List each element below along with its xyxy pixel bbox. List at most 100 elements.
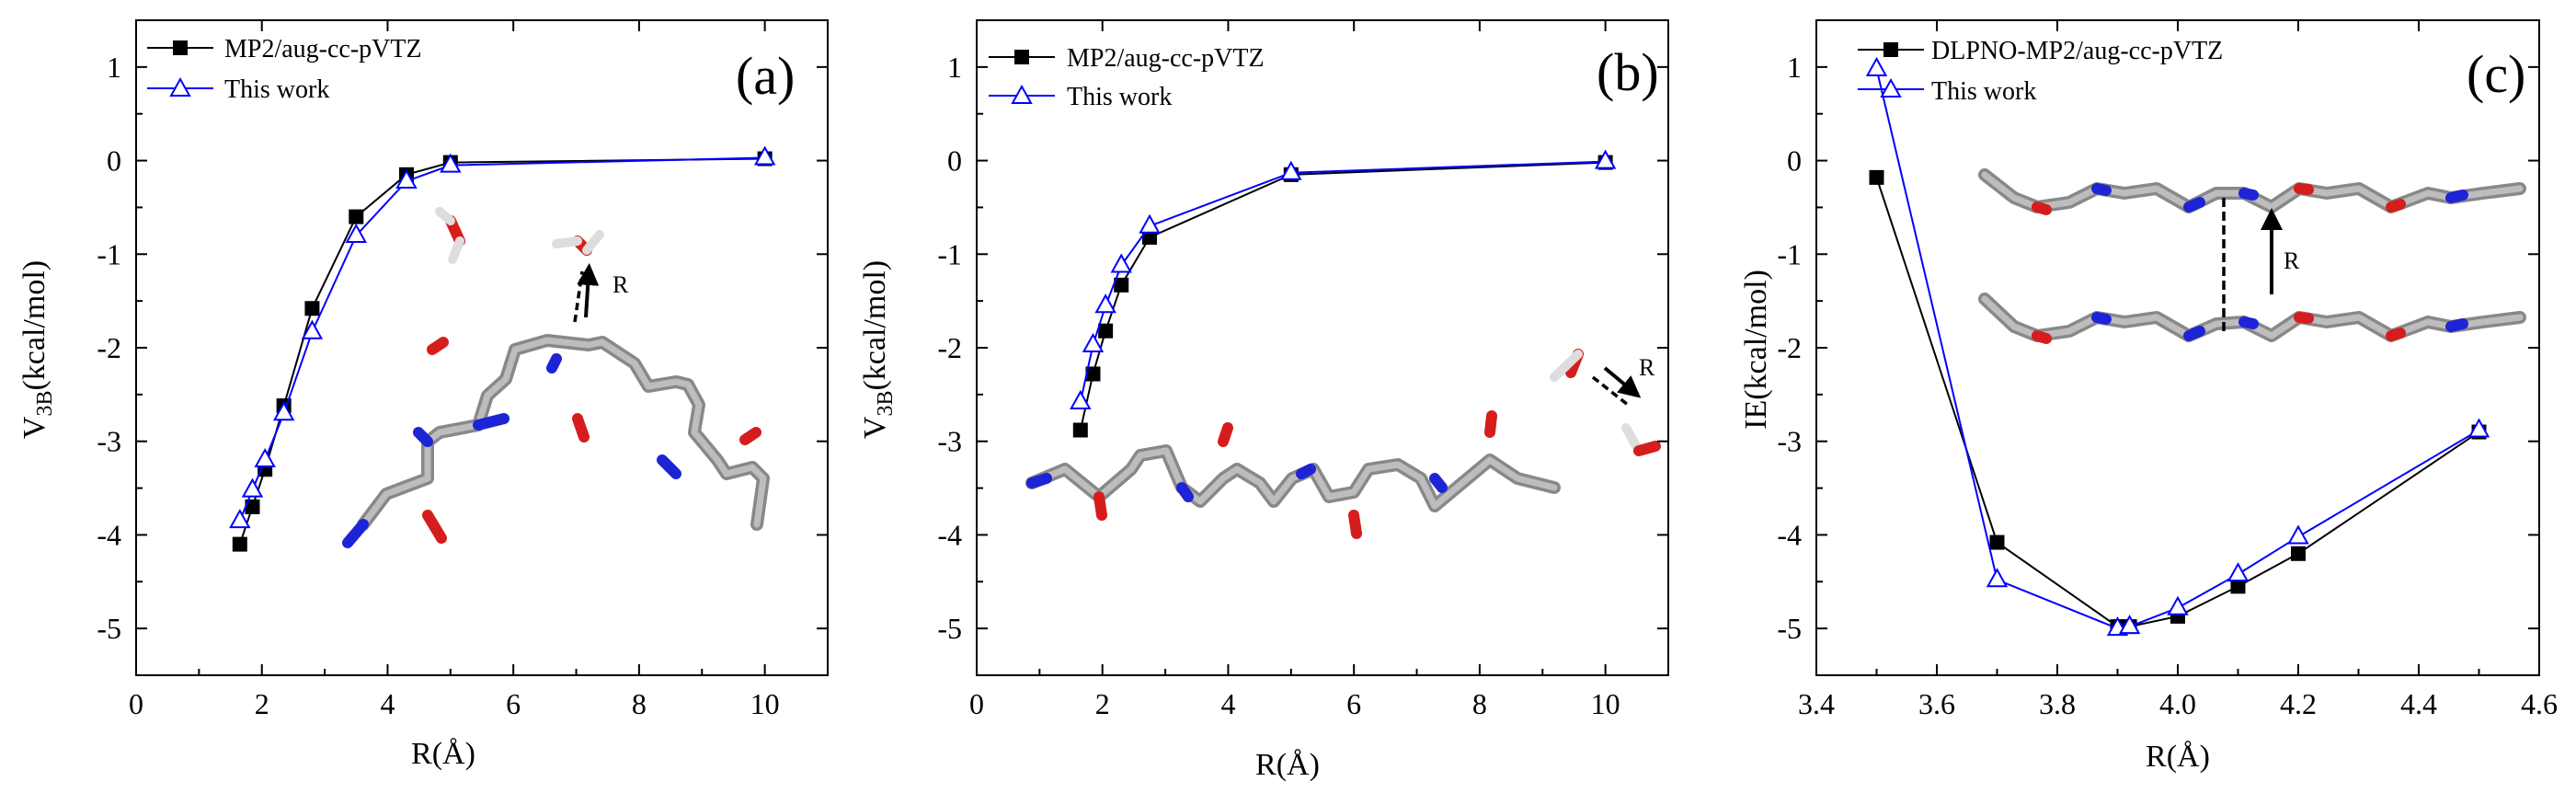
panel-b-xlabel: R(Å)	[1255, 748, 1320, 782]
panel-b-xtick-label: 6	[1346, 687, 1361, 720]
panel-a-xtick-label: 0	[129, 687, 143, 720]
panel-a-series-2-point	[301, 319, 324, 339]
panel-c-legend-series-1: DLPNO-MP2/aug-cc-pVTZ	[1931, 37, 2223, 65]
panel-b-series-2-point	[1110, 253, 1132, 273]
panel-a-series-2-point	[345, 223, 367, 243]
panel-c: R 3.4 3.6 3.8 4.0 4.2 4.4 4.6-5-4-3-2-101 (c) …	[1739, 19, 2558, 774]
panel-b-label: (b)	[1597, 42, 1659, 102]
panel-c-series-2-point	[2467, 418, 2490, 438]
panel-b-ytick-label: -3	[937, 425, 962, 458]
panel-c-ytick-label: 1	[1787, 51, 1802, 84]
panel-c-ylabel-main: IE	[1739, 400, 1773, 430]
panel-c-legend-marker-square	[1883, 42, 1898, 57]
panel-a-molecule	[342, 207, 770, 548]
panel-b-series-1-point	[1098, 323, 1114, 339]
panel-c-ytick-label: -5	[1777, 612, 1802, 645]
panel-c-series-2-point	[2287, 524, 2309, 545]
panel-c-xtick-label: 4.6	[2521, 687, 2558, 720]
panel-c-label: (c)	[2467, 44, 2525, 104]
panel-b: R 0 2 4 6 8 10 -5 -4 -3 -2 -1 0 1 (b) MP2/aug-cc-pVT…	[858, 19, 1669, 782]
panel-c-series-2-point	[2167, 595, 2189, 615]
panel-b-ytick-label: -4	[937, 518, 962, 551]
panel-c-series-2-line	[1875, 68, 2480, 630]
panel-a-ytick-label: -2	[97, 331, 121, 364]
panel-b-annotation-R: R	[1639, 354, 1655, 381]
panel-c-xtick-label: 4.4	[2400, 687, 2437, 720]
panel-c-series-2-point	[2118, 615, 2141, 635]
panel-b-molecule	[1025, 349, 1661, 539]
panel-a-ytick-label: -4	[97, 518, 121, 551]
panel-b-series-2-line	[1079, 160, 1606, 403]
panel-a-series-2-point	[229, 509, 251, 529]
panel-a-series-2-point	[272, 401, 295, 421]
panel-a-series-2-point	[395, 168, 418, 189]
panel-c-ytick-label: -4	[1777, 518, 1802, 551]
panel-b-ylabel-main: V	[858, 416, 892, 439]
panel-c-series-1-point	[2230, 579, 2246, 594]
panel-b-xtick-label: 0	[969, 687, 984, 720]
panel-a-ylabel-main: V	[17, 416, 52, 439]
panel-c-series-1-line	[1875, 177, 2480, 628]
panel-b-xtick-label: 8	[1472, 687, 1487, 720]
panel-b-series-2-point	[1082, 332, 1105, 352]
panel-c-xtick-label: 3.8	[2039, 687, 2076, 720]
panel-a-ylabel-sub: 3B	[33, 391, 57, 417]
panel-c-ylabel-unit: (kcal/mol)	[1739, 270, 1773, 400]
panel-a-series-2-point	[241, 477, 264, 498]
panel-a-series-2-point	[254, 447, 276, 468]
panel-b-series-2-point	[1139, 213, 1161, 234]
panel-a-frame	[135, 19, 829, 676]
panel-a-series-1-line	[238, 157, 765, 545]
panel-b-ytick-label: -2	[937, 331, 962, 364]
panel-a-ylabel: V3B(kcal/mol)	[17, 260, 57, 439]
panel-b-xtick-label: 10	[1591, 687, 1620, 720]
panel-b-xtick-label: 2	[1095, 687, 1110, 720]
panel-a-xtick-label: 10	[750, 687, 780, 720]
panel-b-ylabel-unit: (kcal/mol)	[858, 260, 892, 391]
panel-b-ytick-label: 1	[947, 51, 962, 84]
panel-b-series-1-point	[1072, 422, 1088, 438]
panel-c-legend-series-2: This work	[1931, 77, 2036, 106]
panel-a-xtick-label: 2	[255, 687, 269, 720]
panel-b-frame	[976, 19, 1669, 676]
panel-c-xtick-label: 3.6	[1918, 687, 1955, 720]
panel-a-series-1-point	[245, 499, 260, 514]
panel-a-series-1-point	[232, 536, 247, 552]
panel-a-series-1-point	[304, 301, 320, 316]
panel-a-ylabel-unit: (kcal/mol)	[17, 260, 52, 391]
panel-c-annotation-R: R	[2284, 247, 2300, 274]
panel-a: R 0 2 4 6 8 10 -5 -4 -3 -2 -1 0 1 (a) MP2/aug-cc-pVT…	[17, 19, 829, 771]
panel-b-legend-series-2: This work	[1067, 83, 1172, 111]
panel-a-legend: MP2/aug-cc-pVTZ This work	[147, 35, 422, 104]
panel-a-series-2-point	[440, 153, 462, 173]
panel-b-series-1-point	[1085, 366, 1101, 382]
panel-a-ytick-label: 1	[107, 51, 121, 84]
panel-b-ytick-label: -1	[937, 237, 962, 270]
panel-b-ylabel-sub: 3B	[874, 391, 898, 417]
panel-a-ytick-label: 0	[107, 144, 121, 178]
panel-b-series-2-point	[1094, 293, 1116, 314]
panel-b-series-1-line	[1079, 161, 1606, 431]
panel-a-ytick-label: -5	[97, 612, 121, 645]
panel-c-series-2-point	[1986, 568, 2009, 588]
panel-c-legend-marker-triangle	[1880, 77, 1902, 98]
panel-c-ytick-label: -2	[1777, 331, 1802, 364]
panel-a-xtick-label: 4	[380, 687, 395, 720]
panel-c-ytick-label: -3	[1777, 425, 1802, 458]
panel-b-series-1-point	[1142, 229, 1157, 245]
panel-b-series-1-point	[1114, 277, 1129, 293]
panel-a-legend-marker-square	[173, 40, 188, 55]
panel-c-ylabel: IE(kcal/mol)	[1739, 270, 1773, 430]
panel-c-molecule	[1978, 168, 2526, 344]
panel-b-legend-series-1: MP2/aug-cc-pVTZ	[1067, 44, 1265, 73]
panel-c-series-1-point	[1869, 169, 1884, 185]
panel-b-legend-marker-square	[1014, 50, 1029, 64]
panel-c-xtick-label: 4.0	[2159, 687, 2196, 720]
panel-a-legend-marker-triangle	[169, 76, 191, 97]
panel-a-ytick-label: -3	[97, 425, 121, 458]
panel-b-ytick-label: -5	[937, 612, 962, 645]
panel-b-series-2-point	[1070, 389, 1092, 409]
panel-b-legend: MP2/aug-cc-pVTZ This work	[989, 44, 1265, 111]
panel-a-xtick-label: 8	[632, 687, 647, 720]
